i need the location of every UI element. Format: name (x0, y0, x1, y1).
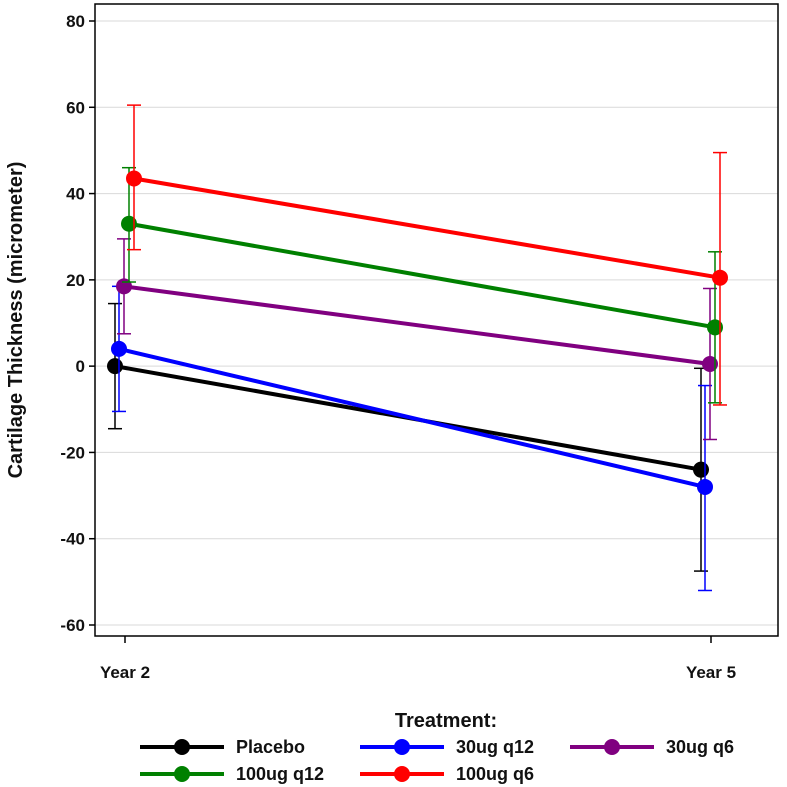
series-line (118, 346, 706, 489)
legend-swatch-marker (394, 739, 410, 755)
data-point (712, 269, 728, 286)
series-line (123, 284, 711, 366)
series-line (133, 176, 721, 280)
y-axis-title: Cartilage Thickness (micrometer) (5, 162, 27, 479)
legend-title: Treatment: (395, 710, 497, 732)
legend-item-30ug-q6: 30ug q6 (570, 737, 734, 757)
gridlines (95, 20, 778, 626)
series-30ug-q12 (111, 285, 713, 592)
y-tick-label: 60 (66, 98, 85, 117)
legend-item-100ug-q12: 100ug q12 (140, 764, 324, 784)
y-tick-label: -20 (60, 443, 85, 462)
y-axis: 80 60 40 20 0 -20 -40 -60 (60, 12, 95, 635)
legend-item-placebo: Placebo (140, 737, 305, 757)
x-axis: Year 2 Year 5 (100, 636, 736, 682)
y-tick-label: 40 (66, 185, 85, 204)
legend-swatch-marker (394, 766, 410, 782)
data-point (126, 170, 142, 187)
legend: Treatment: Placebo 30ug q12 30ug q6 100ug q… (140, 710, 734, 784)
series-line (128, 221, 716, 330)
x-tick-label: Year 2 (100, 663, 150, 682)
x-tick-label: Year 5 (686, 663, 736, 682)
legend-label: 100ug q12 (236, 764, 324, 784)
data-point (702, 355, 718, 372)
legend-swatch-marker (174, 739, 190, 755)
data-point (121, 215, 137, 232)
legend-label: Placebo (236, 737, 305, 757)
y-tick-label: 20 (66, 271, 85, 290)
data-point (707, 319, 723, 336)
y-tick-label: -60 (60, 616, 85, 635)
legend-label: 30ug q12 (456, 737, 534, 757)
data-point (693, 461, 709, 478)
legend-swatch-marker (604, 739, 620, 755)
legend-item-100ug-q6: 100ug q6 (360, 764, 534, 784)
legend-label: 100ug q6 (456, 764, 534, 784)
y-tick-label: 0 (76, 357, 85, 376)
y-tick-label: -40 (60, 530, 85, 549)
data-point (107, 358, 123, 375)
data-point (111, 340, 127, 357)
legend-item-30ug-q12: 30ug q12 (360, 737, 534, 757)
series-layer (107, 104, 728, 592)
legend-swatch-marker (174, 766, 190, 782)
legend-label: 30ug q6 (666, 737, 734, 757)
series-placebo (107, 302, 709, 572)
plot-frame (94, 3, 779, 637)
series-100ug-q6 (126, 104, 728, 406)
y-tick-label: 80 (66, 12, 85, 31)
data-point (697, 478, 713, 495)
